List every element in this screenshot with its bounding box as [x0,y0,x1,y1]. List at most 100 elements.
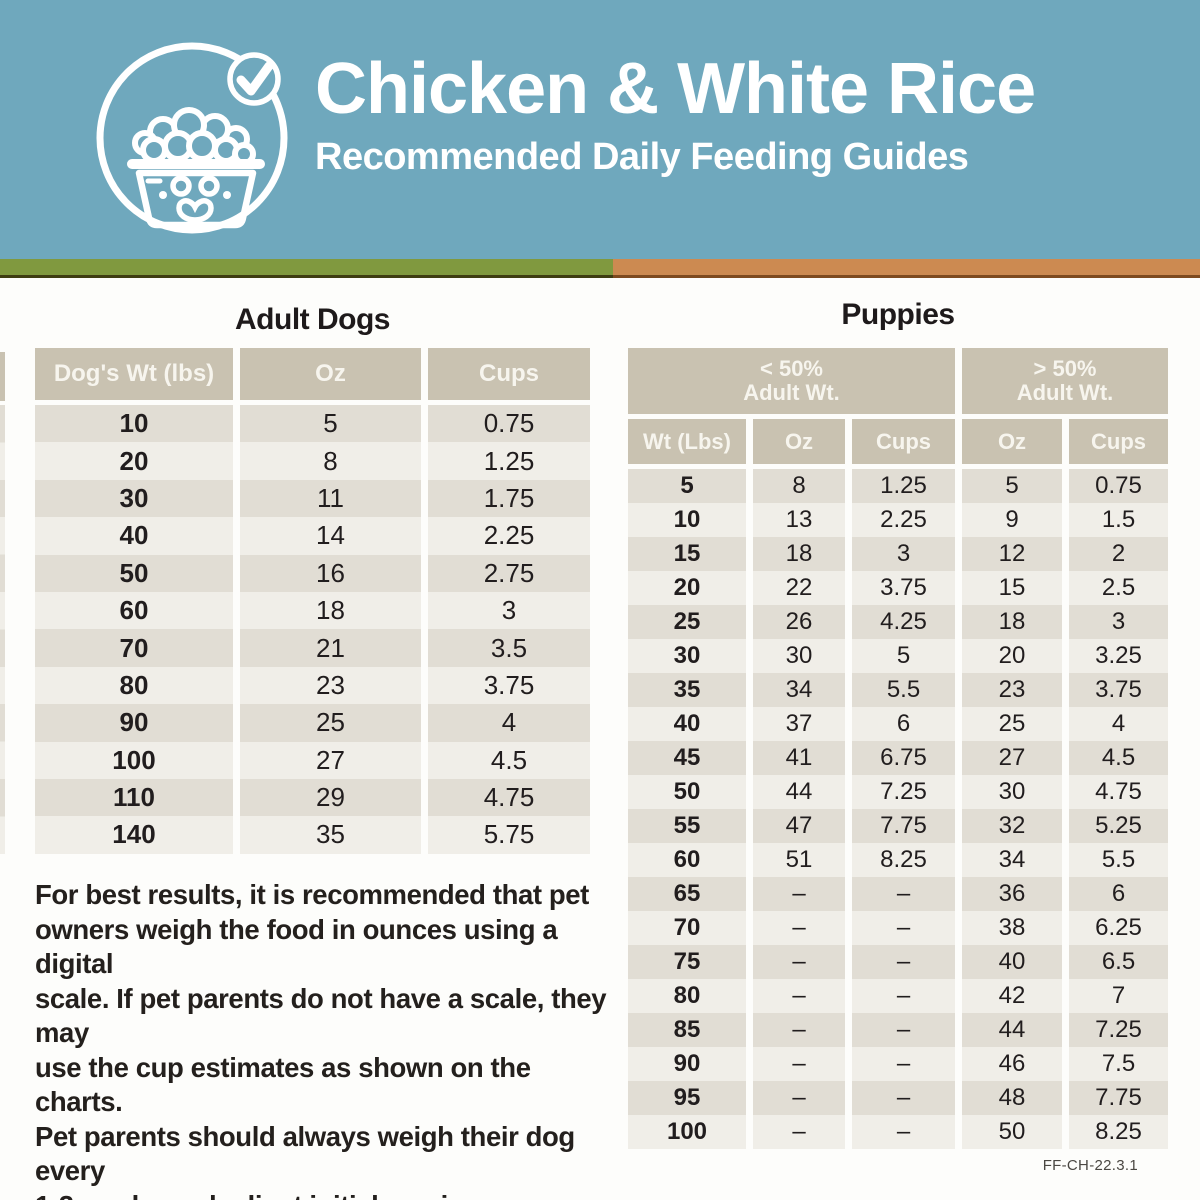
cell: 25 [962,707,1062,741]
banner-subtitle: Recommended Daily Feeding Guides [315,135,969,178]
cell: 7 [1069,979,1168,1013]
orange-stripe [613,259,1200,278]
puppy-group-over-50pct-header: > 50% Adult Wt. [962,348,1168,414]
cell: 36 [962,877,1062,911]
table-row: 60 51 8.25 34 5.5 [628,843,1168,877]
cell: 10 [628,503,746,537]
cell: 27 [240,741,421,779]
banner: Chicken & White Rice Recommended Daily F… [0,0,1200,259]
table-row: 30 11 1.75 [35,479,590,518]
cell: 6.5 [1069,945,1168,979]
cell: 3.25 [1069,639,1168,673]
dog-bowl-check-icon [96,42,288,234]
cell: 5.5 [852,673,955,707]
table-row: 80– –42 7 [628,979,1168,1013]
cell: 27 [962,741,1062,775]
cell: 4.25 [852,605,955,639]
cell: 42 [962,979,1062,1013]
table-row: 60 18 3 [35,591,590,630]
cell: – [753,1013,845,1047]
cell: 14 [240,517,421,555]
cell: 7.75 [852,809,955,843]
cell: – [852,1013,955,1047]
cell: 60 [35,591,233,630]
cell: – [852,1115,955,1149]
puppy-col-cups-over-header: Cups [1069,419,1168,464]
product-title: Chicken & White Rice [315,49,1036,129]
check-icon [236,61,274,96]
cell: 1.25 [852,469,955,503]
cell: 4 [428,704,590,742]
cell: 8.25 [852,843,955,877]
puppy-group-under-50pct-header: < 50% Adult Wt. [628,348,955,414]
cell: 3 [852,537,955,571]
cell: 18 [240,591,421,630]
cell: 100 [628,1115,746,1149]
cell: 47 [753,809,845,843]
table-row: 40 37 6 25 4 [628,707,1168,741]
cell: 80 [35,666,233,705]
cell: 4.75 [428,778,590,817]
cell: 5 [852,639,955,673]
table-row: 70 21 3.5 [35,629,590,667]
puppies-table: < 50% Adult Wt. > 50% Adult Wt. Wt (Lbs)… [628,348,1168,1149]
cell: 7.5 [1069,1047,1168,1081]
table-row: 90– –46 7.5 [628,1047,1168,1081]
cell: 8.25 [1069,1115,1168,1149]
cropped-table-edge-rows [0,405,5,854]
cell: 20 [628,571,746,605]
cell: 37 [753,707,845,741]
cell: – [852,877,955,911]
cell: 40 [628,707,746,741]
cell: – [753,945,845,979]
cell: 60 [628,843,746,877]
cell: 1.25 [428,442,590,480]
paw-print [159,175,231,223]
table-row: 110 29 4.75 [35,778,590,817]
cropped-table-edge-header [0,352,5,401]
cell: 13 [753,503,845,537]
table-row: 40 14 2.25 [35,517,590,555]
cell: 50 [628,775,746,809]
table-row: 100– –50 8.25 [628,1115,1168,1149]
cell: 12 [962,537,1062,571]
puppy-col-weight-header: Wt (Lbs) [628,419,746,464]
cell: 41 [753,741,845,775]
cell: 51 [753,843,845,877]
table-row: 10 13 2.25 9 1.5 [628,503,1168,537]
cell: 50 [962,1115,1062,1149]
cell: 45 [628,741,746,775]
cell: 38 [962,911,1062,945]
cell: 23 [962,673,1062,707]
cell: 95 [628,1081,746,1115]
cell: 25 [240,704,421,742]
puppies-title: Puppies [841,298,955,331]
cell: 44 [753,775,845,809]
table-row: 10 5 0.75 [35,405,590,443]
cell: 80 [628,979,746,1013]
table-row: 45 41 6.75 27 4.5 [628,741,1168,775]
table-row: 55 47 7.75 32 5.25 [628,809,1168,843]
table-row: 35 34 5.5 23 3.75 [628,673,1168,707]
cell: 18 [962,605,1062,639]
cell: 140 [35,816,233,854]
cell: 32 [962,809,1062,843]
cell: 2.25 [428,517,590,555]
cell: 20 [35,442,233,480]
cell: 23 [240,666,421,705]
table-row: 30 30 5 20 3.25 [628,639,1168,673]
puppy-col-oz-over-header: Oz [962,419,1062,464]
cell: 11 [240,479,421,518]
cell: 44 [962,1013,1062,1047]
cell: – [852,1047,955,1081]
cell: – [753,877,845,911]
cell: 22 [753,571,845,605]
cell: 0.75 [428,405,590,443]
table-row: 65– –36 6 [628,877,1168,911]
cell: 2.75 [428,554,590,592]
cell: 7.75 [1069,1081,1168,1115]
cell: 30 [35,479,233,518]
cell: 0.75 [1069,469,1168,503]
cell: 4.5 [428,741,590,779]
